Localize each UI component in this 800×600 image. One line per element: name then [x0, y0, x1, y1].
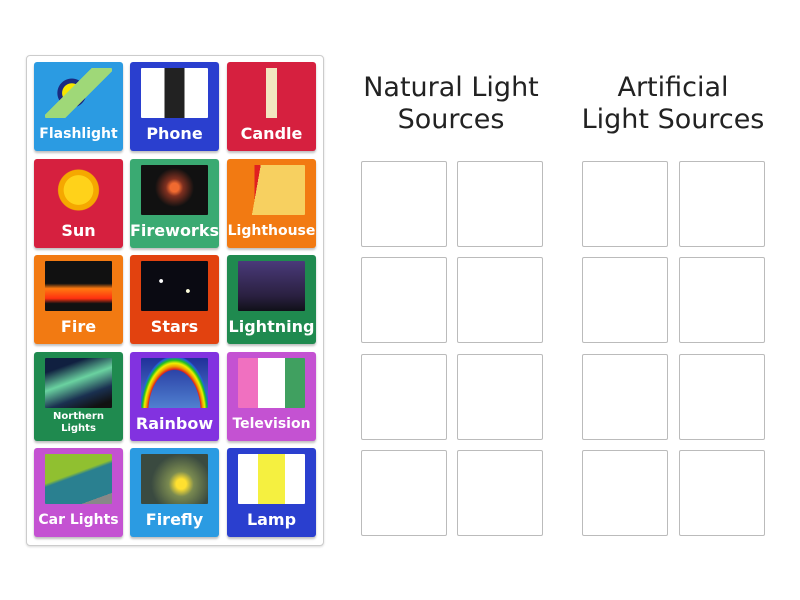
- natural-drop-zone[interactable]: [457, 450, 543, 536]
- tile-lightning[interactable]: Lightning: [227, 255, 316, 344]
- natural-drop-zone[interactable]: [457, 257, 543, 343]
- tile-car-lights[interactable]: Car Lights: [34, 448, 123, 537]
- artificial-drop-zone[interactable]: [582, 161, 668, 247]
- tile-sun[interactable]: Sun: [34, 159, 123, 248]
- northern-lights-icon: [45, 358, 112, 408]
- lighthouse-icon: [238, 165, 305, 215]
- lightning-icon: [238, 261, 305, 311]
- tile-candle[interactable]: Candle: [227, 62, 316, 151]
- tile-label: Firefly: [145, 510, 204, 529]
- group-title-natural: Natural Light Sources: [346, 72, 556, 136]
- fireworks-icon: [141, 165, 208, 215]
- natural-drop-zone[interactable]: [457, 161, 543, 247]
- phone-icon: [141, 68, 208, 118]
- tile-label: Rainbow: [135, 414, 214, 433]
- rainbow-icon: [141, 358, 208, 408]
- tile-label: Lightning: [228, 317, 315, 336]
- flashlight-icon: [45, 68, 112, 118]
- stars-icon: [141, 261, 208, 311]
- natural-drop-zone[interactable]: [361, 257, 447, 343]
- tile-phone[interactable]: Phone: [130, 62, 219, 151]
- artificial-drop-zone[interactable]: [679, 161, 765, 247]
- tile-label: Flashlight: [39, 126, 118, 142]
- tile-label: Lamp: [246, 510, 297, 529]
- tile-rainbow[interactable]: Rainbow: [130, 352, 219, 441]
- artificial-drop-zone[interactable]: [679, 257, 765, 343]
- sun-icon: [45, 165, 112, 215]
- tile-stars[interactable]: Stars: [130, 255, 219, 344]
- tile-label: Fire: [60, 317, 97, 336]
- artificial-drop-zone[interactable]: [679, 354, 765, 440]
- car-lights-icon: [45, 454, 112, 504]
- tile-firefly[interactable]: Firefly: [130, 448, 219, 537]
- tile-television[interactable]: Television: [227, 352, 316, 441]
- tile-fire[interactable]: Fire: [34, 255, 123, 344]
- television-icon: [238, 358, 305, 408]
- title-line: Artificial: [617, 72, 729, 103]
- tile-label: Sun: [61, 221, 96, 240]
- tile-tray: Flashlight Phone Candle Sun Fireworks Lightho…: [26, 55, 324, 546]
- tile-northern-lights[interactable]: Northern Lights: [34, 352, 123, 441]
- artificial-drop-zone[interactable]: [582, 257, 668, 343]
- artificial-drop-zone[interactable]: [582, 354, 668, 440]
- tile-label: Television: [232, 416, 311, 432]
- tile-label: Candle: [240, 124, 303, 143]
- artificial-drop-zone[interactable]: [679, 450, 765, 536]
- natural-drop-zone[interactable]: [457, 354, 543, 440]
- title-line: Natural Light: [363, 72, 539, 103]
- natural-drop-zone[interactable]: [361, 450, 447, 536]
- fire-icon: [45, 261, 112, 311]
- tile-lamp[interactable]: Lamp: [227, 448, 316, 537]
- lamp-icon: [238, 454, 305, 504]
- natural-drop-zone[interactable]: [361, 354, 447, 440]
- artificial-drop-zone[interactable]: [582, 450, 668, 536]
- tile-label: Stars: [150, 317, 199, 336]
- tile-label: Lighthouse: [227, 223, 316, 239]
- group-title-artificial: Artificial Light Sources: [568, 72, 778, 136]
- tile-flashlight[interactable]: Flashlight: [34, 62, 123, 151]
- tile-label: Northern Lights: [53, 411, 104, 434]
- tile-label: Fireworks: [130, 221, 219, 240]
- firefly-icon: [141, 454, 208, 504]
- candle-icon: [238, 68, 305, 118]
- tile-fireworks[interactable]: Fireworks: [130, 159, 219, 248]
- title-line: Sources: [397, 104, 505, 135]
- tile-label: Phone: [146, 124, 203, 143]
- natural-drop-zone[interactable]: [361, 161, 447, 247]
- tile-label: Car Lights: [38, 512, 119, 528]
- title-line: Light Sources: [581, 104, 765, 135]
- tile-lighthouse[interactable]: Lighthouse: [227, 159, 316, 248]
